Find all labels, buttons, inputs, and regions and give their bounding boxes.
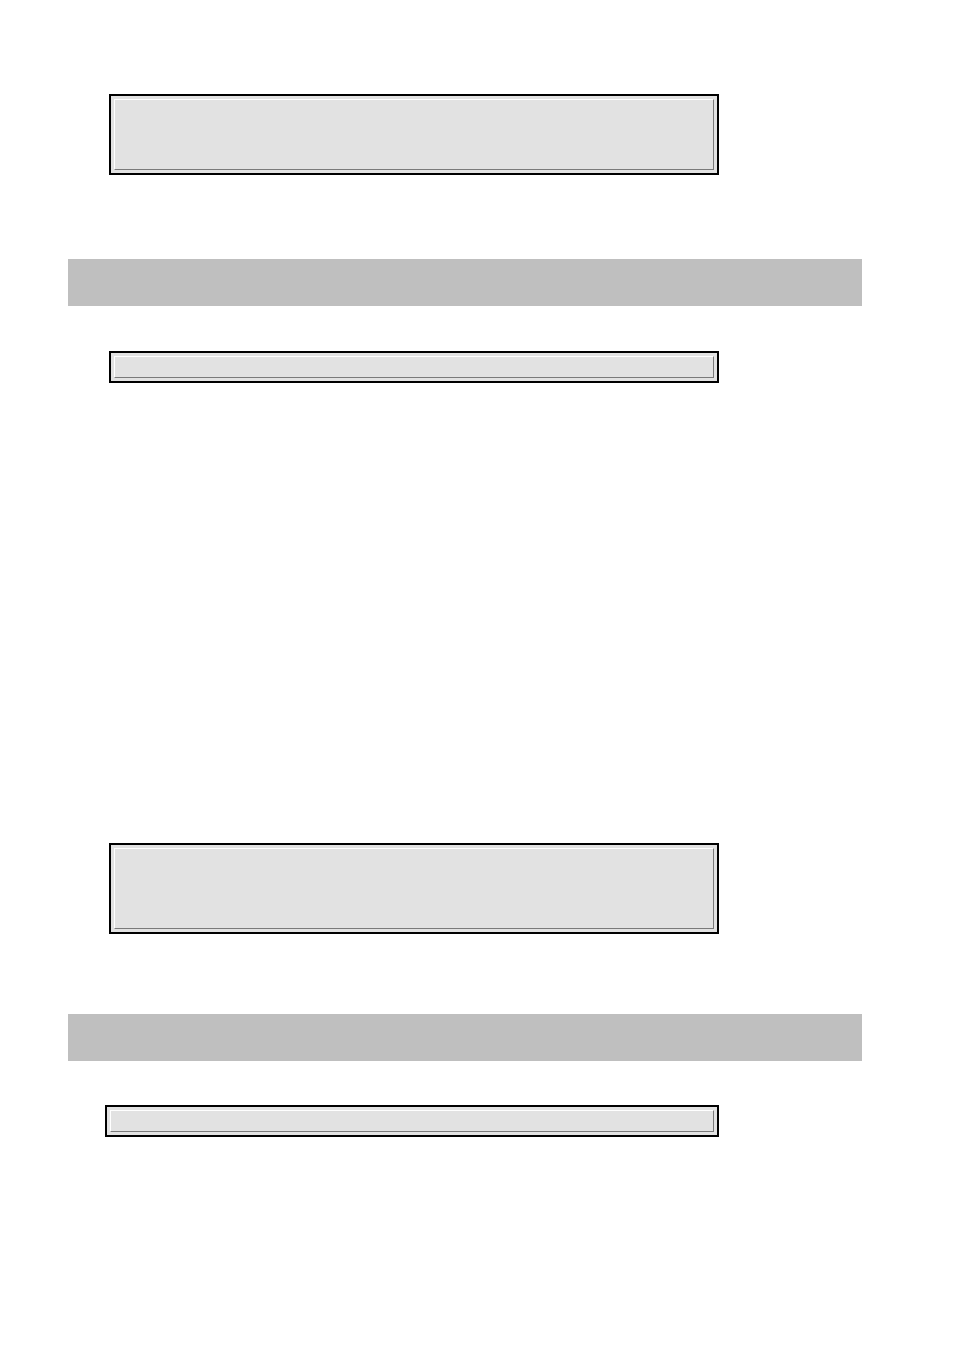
page-canvas [0,0,954,1350]
panel-box-2 [109,351,719,383]
divider-bar-2 [68,1014,862,1061]
divider-bar-1 [68,259,862,306]
panel-box-1-inner [114,99,714,170]
panel-box-1 [109,94,719,175]
panel-box-4-inner [110,1110,714,1132]
panel-box-3 [109,843,719,934]
panel-box-3-inner [114,848,714,929]
panel-box-4 [105,1105,719,1137]
panel-box-2-inner [114,356,714,378]
